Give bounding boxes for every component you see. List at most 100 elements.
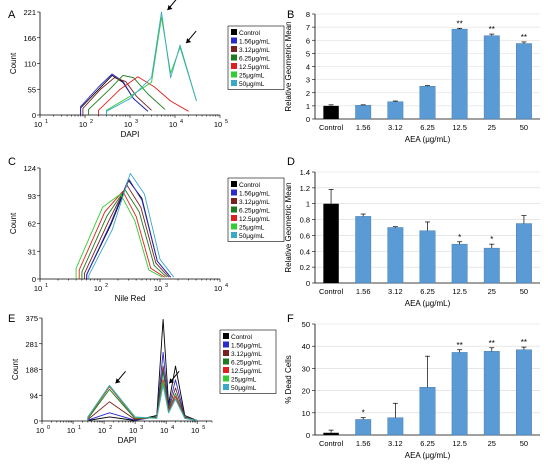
bar — [387, 417, 404, 436]
y-tick-label: 0.4 — [300, 247, 310, 256]
y-tick-label: 1 — [306, 200, 310, 209]
y-tick-label: 40 — [302, 342, 310, 351]
significance-marker: * — [490, 235, 493, 244]
arrow-head — [167, 5, 173, 10]
series-line — [86, 178, 171, 279]
y-tick-label: 0 — [34, 417, 38, 426]
y-tick-label: 110 — [24, 60, 36, 69]
bar — [355, 216, 372, 284]
bar — [483, 351, 500, 436]
x-tick-label: Control — [319, 123, 344, 132]
x-tick-label: 12.5 — [452, 287, 467, 296]
panel-label-a: A — [8, 9, 16, 21]
legend-swatch — [223, 375, 229, 382]
legend-swatch — [223, 367, 229, 373]
series-line — [98, 76, 189, 115]
bar — [516, 223, 532, 284]
panel-f: 0 10 20 30 40 50 Control * 1.56 3.12 6.25 ** 12.5 ** 2… — [284, 320, 540, 460]
x-tick-label: 10 — [79, 120, 87, 129]
y-tick-label: 7 — [306, 23, 310, 32]
x-tick-exponent: 1 — [45, 283, 48, 289]
legend-label: 1.56μg/mL — [231, 343, 262, 350]
bar — [419, 387, 436, 436]
x-tick-label: 6.25 — [420, 287, 435, 296]
y-tick-label: 30 — [302, 364, 310, 373]
bar — [419, 230, 436, 284]
x-tick-exponent: 5 — [225, 119, 228, 125]
legend-label: 3.12μg/mL — [231, 351, 262, 358]
x-tick-label: 10 — [154, 284, 162, 293]
x-tick-exponent: 3 — [165, 283, 168, 289]
y-tick-label: 6 — [306, 36, 310, 45]
x-tick-label: 10 — [94, 284, 102, 293]
y-axis-label: Relative Geometric Mean — [284, 21, 293, 111]
bar — [483, 247, 500, 284]
legend-swatch — [223, 341, 229, 348]
legend-label: Control — [239, 182, 261, 189]
x-tick-exponent: 4 — [180, 119, 183, 125]
y-tick-label: 166 — [23, 34, 36, 43]
y-tick-label: 1.2 — [300, 184, 310, 193]
series-line — [106, 16, 197, 115]
y-tick-label: 0 — [306, 279, 310, 288]
bar — [516, 349, 532, 436]
y-tick-label: 93 — [28, 192, 36, 201]
x-tick-exponent: 5 — [202, 425, 205, 431]
series-line — [80, 73, 149, 115]
x-tick-exponent: 3 — [135, 119, 138, 125]
y-tick-label: 0 — [306, 115, 310, 124]
legend-swatch — [231, 206, 237, 213]
legend-swatch — [231, 223, 237, 230]
panel-label-b: B — [287, 9, 294, 21]
y-tick-label: 2 — [306, 89, 310, 98]
x-tick-label: 10 — [160, 426, 168, 435]
x-tick-label: 50 — [520, 287, 528, 296]
y-tick-label: 20 — [302, 387, 310, 396]
x-axis-label: DAPI — [121, 130, 140, 139]
y-tick-label: 50 — [302, 320, 310, 329]
y-tick-label: 62 — [28, 220, 36, 229]
y-tick-label: 1.4 — [300, 168, 310, 177]
legend-label: 3.12μg/mL — [239, 47, 270, 54]
legend-swatch — [231, 232, 237, 238]
series-line — [75, 193, 163, 279]
x-tick-label: 10 — [214, 284, 222, 293]
x-tick-label: 50 — [520, 123, 528, 132]
significance-marker: ** — [521, 33, 527, 42]
series-line — [78, 190, 166, 279]
series-line — [87, 351, 198, 421]
panel-b: 0 1 2 3 4 5 6 7 8 Control 1.56 3.12 6.25 ** 12.5 ** 25 **… — [284, 10, 540, 144]
legend-swatch — [231, 63, 237, 69]
x-tick-label: 10 — [214, 120, 222, 129]
legend-swatch — [231, 198, 237, 204]
y-tick-label: 3 — [306, 76, 310, 85]
bar — [355, 419, 372, 436]
x-tick-exponent: 1 — [78, 425, 81, 431]
x-tick-label: Control — [319, 287, 344, 296]
significance-marker: * — [458, 233, 461, 242]
legend-swatch — [231, 54, 237, 61]
x-tick-label: 25 — [488, 287, 496, 296]
legend-label: 50μg/mL — [239, 81, 265, 88]
legend-label: Control — [231, 334, 253, 341]
series-line — [87, 384, 198, 421]
y-axis-label: Relative Geometric Mean — [284, 182, 293, 272]
x-tick-label: 10 — [34, 284, 42, 293]
x-tick-label: 3.12 — [388, 287, 403, 296]
panel-label-c: C — [8, 156, 16, 168]
series-line — [87, 318, 198, 421]
significance-marker: ** — [457, 19, 463, 28]
x-axis-label: AEA (μg/mL) — [405, 299, 451, 308]
legend: Control 1.56μg/mL3.12μg/mL 6.25μg/mL12.5μg… — [227, 177, 285, 242]
x-tick-label: 6.25 — [420, 123, 435, 132]
y-tick-label: 0.2 — [300, 263, 310, 272]
legend: Control 1.56μg/mL3.12μg/mL 6.25μg/mL12.5μg… — [227, 25, 285, 90]
legend-swatch — [231, 80, 237, 86]
bar — [419, 85, 436, 120]
legend-box — [227, 25, 285, 90]
x-tick-label: 10 — [129, 426, 137, 435]
panel-label-e: E — [8, 313, 15, 325]
